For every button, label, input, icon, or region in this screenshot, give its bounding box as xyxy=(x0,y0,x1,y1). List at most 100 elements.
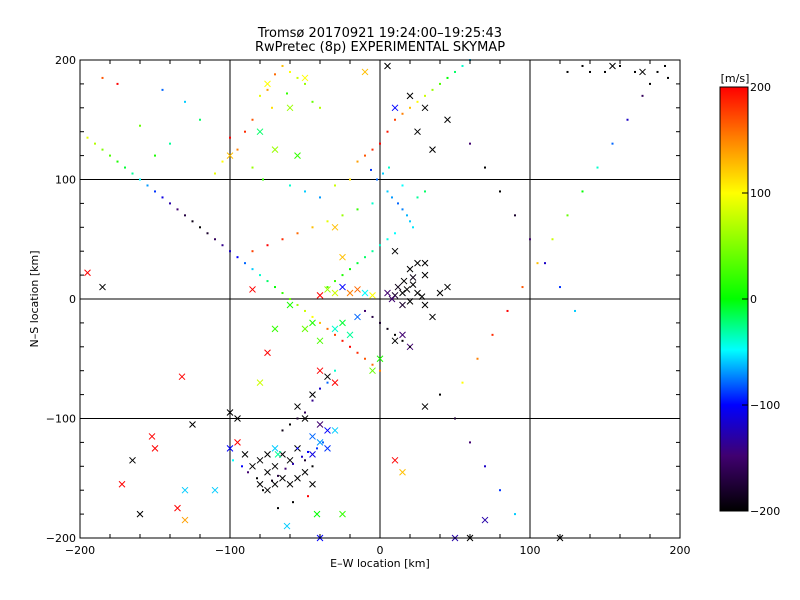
data-point-dot xyxy=(386,238,389,241)
data-point-x xyxy=(384,62,391,70)
data-point-dot xyxy=(386,130,389,133)
data-point-dot xyxy=(439,82,441,85)
data-point-x xyxy=(324,286,331,293)
data-point-x xyxy=(399,289,406,297)
data-point-dot xyxy=(326,220,329,223)
data-point-dot xyxy=(214,172,216,175)
data-point-x xyxy=(414,289,421,297)
data-point-x xyxy=(391,104,399,112)
data-point-dot xyxy=(262,178,264,181)
data-point-dot xyxy=(296,417,299,420)
data-point-x xyxy=(301,415,309,422)
data-point-x xyxy=(271,325,279,333)
data-point-dot xyxy=(307,450,309,453)
data-point-x xyxy=(264,486,271,494)
data-point-dot xyxy=(431,88,434,91)
data-point-x xyxy=(286,456,294,464)
data-point-dot xyxy=(551,238,554,241)
data-point-dot xyxy=(319,106,321,109)
data-point-x xyxy=(249,286,256,293)
data-point-x xyxy=(384,289,391,297)
data-point-x xyxy=(421,259,429,267)
data-point-dot xyxy=(251,250,254,253)
data-point-x xyxy=(99,283,106,291)
data-point-x xyxy=(264,80,271,88)
data-point-dot xyxy=(356,262,359,265)
data-points xyxy=(84,59,669,542)
data-point-dot xyxy=(301,455,303,458)
data-point-x xyxy=(400,277,408,285)
data-point-x xyxy=(346,289,354,297)
data-point-x xyxy=(283,522,291,530)
data-point-dot xyxy=(371,148,374,151)
data-point-x xyxy=(316,421,324,428)
data-point-dot xyxy=(281,292,284,295)
data-point-dot xyxy=(251,118,254,121)
data-point-x xyxy=(409,281,417,289)
data-point-dot xyxy=(484,465,486,468)
data-point-dot xyxy=(86,136,89,139)
data-point-dot xyxy=(311,399,314,402)
data-point-x xyxy=(421,271,429,279)
chart-subtitle: RwPretec (8p) EXPERIMENTAL SKYMAP xyxy=(255,40,505,55)
data-point-dot xyxy=(604,70,606,73)
data-point-dot xyxy=(379,321,381,324)
data-point-dot xyxy=(386,190,389,193)
data-point-dot xyxy=(454,417,456,420)
data-point-x xyxy=(354,286,361,293)
data-point-x xyxy=(136,510,144,518)
data-point-x xyxy=(264,450,271,458)
data-point-x xyxy=(249,462,256,470)
data-point-x xyxy=(414,259,421,267)
data-point-x xyxy=(324,373,331,381)
data-point-dot xyxy=(262,489,264,492)
data-point-x xyxy=(406,265,414,273)
data-point-dot xyxy=(184,100,186,103)
data-point-x xyxy=(421,104,429,112)
data-point-dot xyxy=(274,286,276,289)
data-point-dot xyxy=(349,345,351,348)
data-point-x xyxy=(174,504,181,512)
data-point-dot xyxy=(514,214,516,217)
data-point-x xyxy=(316,367,324,375)
data-point-dot xyxy=(101,76,104,79)
data-point-x xyxy=(301,325,309,333)
data-point-x xyxy=(256,128,264,136)
data-point-dot xyxy=(296,232,299,235)
data-point-x xyxy=(84,269,91,277)
data-point-x xyxy=(429,146,436,153)
data-point-x xyxy=(481,516,489,524)
data-point-dot xyxy=(221,244,224,247)
data-point-dot xyxy=(391,196,393,199)
data-point-x xyxy=(309,450,316,458)
data-point-dot xyxy=(319,387,321,390)
data-point-x xyxy=(331,379,339,387)
data-point-dot xyxy=(574,309,576,312)
data-point-x xyxy=(211,486,219,494)
data-point-dot xyxy=(401,184,404,187)
data-point-dot xyxy=(311,465,314,468)
data-point-dot xyxy=(311,315,314,318)
data-point-dot xyxy=(506,309,509,312)
data-point-dot xyxy=(304,82,306,85)
data-point-dot xyxy=(349,268,351,271)
data-point-dot xyxy=(304,411,306,414)
data-point-dot xyxy=(221,160,224,163)
data-point-dot xyxy=(424,94,426,97)
data-point-dot xyxy=(284,467,287,470)
data-point-dot xyxy=(401,112,404,115)
data-point-dot xyxy=(281,429,284,432)
data-point-x xyxy=(361,68,369,76)
colorbar-tick-label: −200 xyxy=(750,505,780,518)
data-point-dot xyxy=(94,142,96,145)
data-point-dot xyxy=(356,208,359,211)
data-point-dot xyxy=(146,184,149,187)
data-point-dot xyxy=(364,357,366,360)
data-point-x xyxy=(331,427,339,434)
data-point-dot xyxy=(229,250,231,253)
data-point-dot xyxy=(379,244,381,247)
data-point-dot xyxy=(334,369,336,372)
data-point-dot xyxy=(364,309,366,312)
x-tick-label: −100 xyxy=(215,544,245,557)
data-point-dot xyxy=(356,160,359,163)
